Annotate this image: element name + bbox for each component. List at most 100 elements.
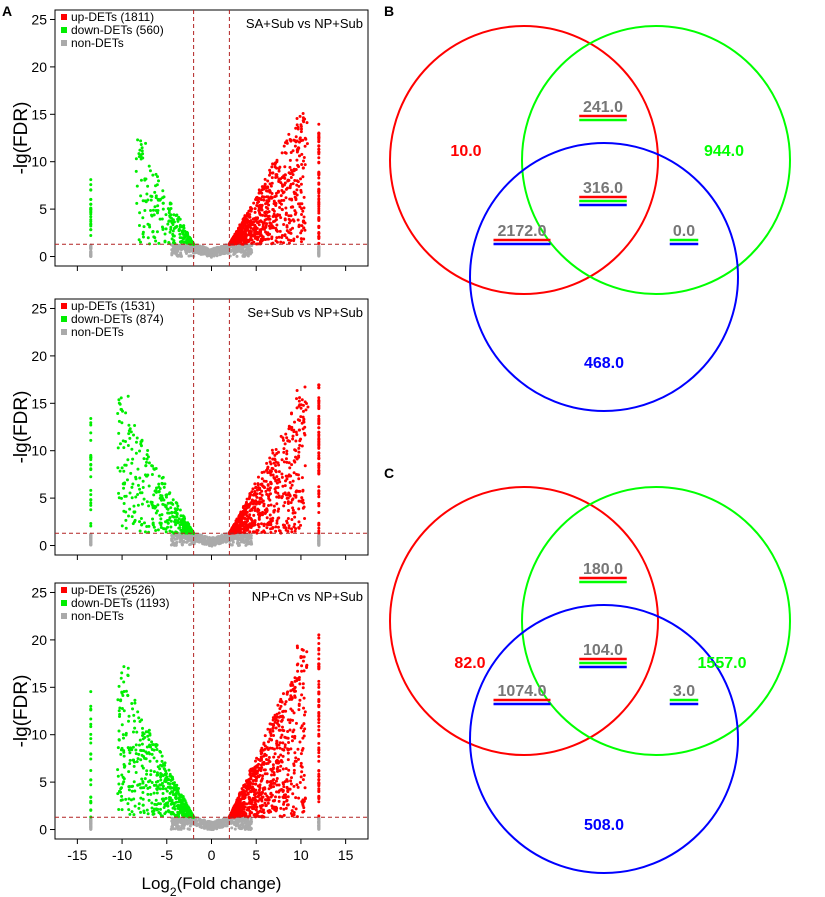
up-det-point — [284, 767, 288, 771]
up-det-point — [317, 485, 321, 489]
up-det-point — [286, 758, 290, 762]
up-det-point — [263, 177, 267, 181]
up-det-point — [294, 796, 298, 800]
up-det-point — [292, 138, 296, 142]
up-det-point — [317, 529, 321, 533]
up-det-point — [283, 442, 287, 446]
up-det-point — [292, 239, 296, 243]
non-det-point — [317, 825, 321, 829]
up-det-point — [293, 195, 297, 199]
down-det-point — [180, 229, 184, 233]
up-det-point — [279, 735, 283, 739]
down-det-point — [178, 508, 182, 512]
non-det-point — [186, 827, 190, 831]
up-det-point — [239, 512, 243, 516]
down-det-point — [162, 485, 166, 489]
up-det-point — [279, 806, 283, 810]
up-det-point — [257, 517, 261, 521]
up-det-point — [317, 504, 321, 508]
up-det-point — [302, 706, 306, 710]
down-det-point — [122, 469, 126, 473]
legend-marker — [61, 303, 67, 309]
up-det-point — [276, 703, 280, 707]
down-det-point — [139, 178, 143, 182]
up-det-point — [253, 778, 257, 782]
up-det-point — [254, 242, 258, 246]
up-det-point — [298, 698, 302, 702]
up-det-point — [279, 194, 283, 198]
up-det-point — [250, 785, 254, 789]
up-det-point — [317, 207, 321, 211]
up-det-point — [291, 508, 295, 512]
up-det-point — [294, 198, 298, 202]
up-det-point — [272, 476, 276, 480]
up-det-point — [289, 782, 293, 786]
down-det-point — [138, 476, 142, 480]
up-det-point — [248, 530, 252, 534]
up-det-point — [266, 795, 270, 799]
down-det-point — [145, 525, 149, 529]
up-det-point — [253, 505, 257, 509]
up-det-point — [301, 159, 305, 163]
down-det-point — [89, 475, 93, 479]
up-det-point — [268, 456, 272, 460]
down-det-point — [163, 482, 167, 486]
up-det-point — [257, 500, 261, 504]
down-det-point — [171, 223, 175, 227]
up-det-point — [258, 773, 262, 777]
y-tick-label: 20 — [31, 59, 47, 75]
up-det-point — [293, 685, 297, 689]
up-det-point — [275, 746, 279, 750]
up-det-point — [284, 211, 288, 215]
non-det-point — [217, 538, 221, 542]
up-det-point — [298, 740, 302, 744]
up-det-point — [301, 802, 305, 806]
up-det-point — [280, 725, 284, 729]
down-det-point — [151, 521, 155, 525]
up-det-point — [236, 520, 240, 524]
up-det-point — [262, 524, 266, 528]
non-det-point — [248, 244, 252, 248]
non-det-point — [89, 533, 93, 537]
down-det-point — [163, 240, 167, 244]
up-det-point — [293, 420, 297, 424]
down-det-point — [140, 491, 144, 495]
non-det-point — [215, 821, 219, 825]
up-det-point — [275, 240, 279, 244]
panel-letter-a: A — [2, 3, 12, 19]
down-det-point — [182, 516, 186, 520]
up-det-point — [258, 197, 262, 201]
down-det-point — [170, 510, 174, 514]
up-det-point — [281, 191, 285, 195]
up-det-point — [287, 178, 291, 182]
up-det-point — [281, 436, 285, 440]
up-det-point — [282, 144, 286, 148]
up-det-point — [284, 206, 288, 210]
up-det-point — [303, 710, 307, 714]
up-det-point — [286, 773, 290, 777]
up-det-point — [259, 240, 263, 244]
up-det-point — [268, 492, 272, 496]
non-det-point — [203, 246, 207, 250]
up-det-point — [269, 184, 273, 188]
down-det-point — [161, 201, 165, 205]
down-det-point — [89, 521, 93, 525]
down-det-point — [144, 177, 148, 181]
non-det-point — [89, 543, 93, 547]
down-det-point — [89, 493, 93, 497]
up-det-point — [285, 436, 289, 440]
up-det-point — [234, 522, 238, 526]
up-det-point — [253, 509, 257, 513]
up-det-point — [297, 184, 301, 188]
non-det-point — [197, 817, 201, 821]
non-det-point — [178, 536, 182, 540]
up-det-point — [301, 220, 305, 224]
non-det-point — [203, 535, 207, 539]
up-det-point — [263, 734, 267, 738]
up-det-point — [248, 492, 252, 496]
down-det-point — [158, 217, 162, 221]
non-det-point — [181, 539, 185, 543]
up-det-point — [317, 469, 321, 473]
up-det-point — [248, 814, 252, 818]
down-det-point — [171, 229, 175, 233]
